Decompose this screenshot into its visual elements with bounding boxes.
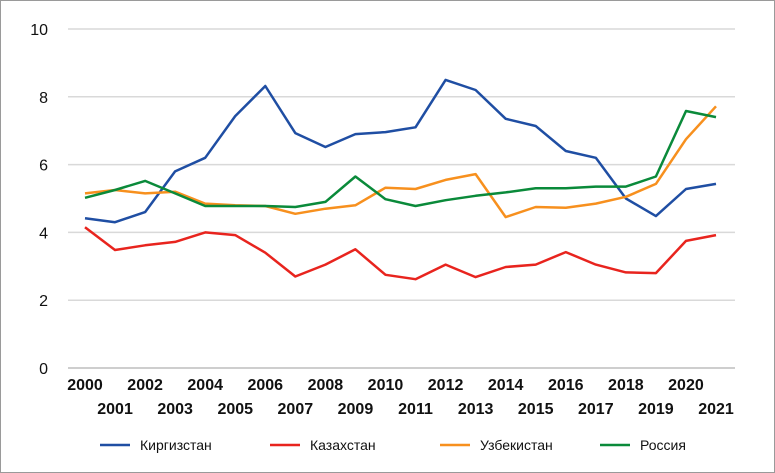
x-tick-label: 2003 xyxy=(157,401,193,418)
x-axis-ticks: 2000 2001 2002 2003 2004 2005 2006 2007 2008 2009… xyxy=(67,377,734,418)
x-tick-label: 2013 xyxy=(458,401,494,418)
legend: Киргизстан Казахстан Узбекистан Россия xyxy=(100,437,686,453)
x-tick-label: 2015 xyxy=(518,401,554,418)
series-line-Казахстан xyxy=(84,226,717,281)
x-tick-label: 2021 xyxy=(698,401,734,418)
x-tick-label: 2016 xyxy=(548,377,584,394)
x-tick-label: 2006 xyxy=(247,377,283,394)
x-tick-label: 2011 xyxy=(398,401,433,418)
x-tick-label: 2008 xyxy=(308,377,344,394)
x-tick-label: 2018 xyxy=(608,377,644,394)
x-tick-label: 2020 xyxy=(668,377,704,394)
x-tick-label: 2004 xyxy=(187,377,223,394)
x-tick-label: 2001 xyxy=(97,401,133,418)
series-line-Россия xyxy=(84,109,717,209)
x-tick-label: 2002 xyxy=(127,377,163,394)
legend-label: Киргизстан xyxy=(140,437,212,453)
y-tick-label: 4 xyxy=(39,225,48,242)
series-line-Киргизстан xyxy=(84,78,717,224)
x-tick-label: 2017 xyxy=(578,401,614,418)
x-tick-label: 2014 xyxy=(488,377,524,394)
x-tick-label: 2005 xyxy=(217,401,253,418)
series-lines xyxy=(84,78,717,281)
x-tick-label: 2009 xyxy=(338,401,374,418)
y-tick-label: 0 xyxy=(39,361,48,378)
x-tick-label: 2012 xyxy=(428,377,464,394)
y-tick-label: 8 xyxy=(39,90,48,107)
x-tick-label: 2000 xyxy=(67,377,103,394)
y-tick-label: 6 xyxy=(39,158,48,175)
legend-label: Узбекистан xyxy=(480,437,553,453)
x-tick-label: 2007 xyxy=(278,401,314,418)
x-tick-label: 2019 xyxy=(638,401,674,418)
gridlines xyxy=(68,28,735,369)
x-tick-label: 2010 xyxy=(368,377,404,394)
y-axis-ticks: 0 2 4 6 8 10 xyxy=(30,22,48,378)
legend-label: Казахстан xyxy=(310,437,376,453)
y-tick-label: 2 xyxy=(39,293,48,310)
y-tick-label: 10 xyxy=(30,22,48,39)
legend-label: Россия xyxy=(640,437,686,453)
series-line-Узбекистан xyxy=(84,105,717,219)
